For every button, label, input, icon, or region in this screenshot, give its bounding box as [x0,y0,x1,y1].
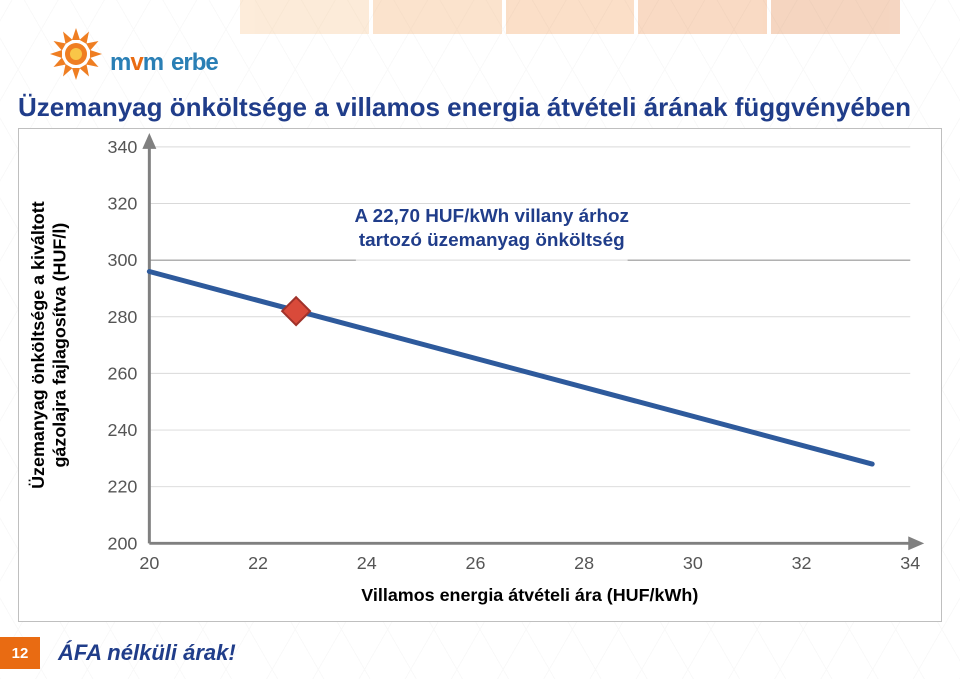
svg-text:20: 20 [139,553,159,573]
chart-container: 20 22 24 26 28 30 32 34 200 220 240 260 280 300 320 340… [18,128,942,622]
svg-text:200: 200 [108,533,138,553]
svg-text:Üzemanyag önköltsége a kiválto: Üzemanyag önköltsége a kiváltott [28,201,48,489]
svg-text:220: 220 [108,477,138,497]
line-chart: 20 22 24 26 28 30 32 34 200 220 240 260 280 300 320 340… [19,129,941,621]
svg-text:30: 30 [683,553,703,573]
slide-title: Üzemanyag önköltsége a villamos energia … [18,92,911,123]
footer-note: ÁFA nélküli árak! [58,640,236,666]
svg-text:340: 340 [108,137,138,157]
svg-text:A 22,70 HUF/kWh villany árhoz: A 22,70 HUF/kWh villany árhoz [354,206,629,227]
svg-text:32: 32 [792,553,812,573]
top-color-bars [240,0,900,34]
sun-icon [48,26,104,82]
svg-text:260: 260 [108,363,138,383]
logo: mvm erbe [48,26,218,82]
svg-text:34: 34 [900,553,920,573]
svg-text:gázolajra fajlagosítva (HUF/l): gázolajra fajlagosítva (HUF/l) [50,223,70,468]
footer: 12 ÁFA nélküli árak! [0,637,236,669]
svg-text:320: 320 [108,194,138,214]
svg-text:26: 26 [465,553,485,573]
svg-text:300: 300 [108,250,138,270]
slide: mvm erbe Üzemanyag önköltsége a villamos… [0,0,960,679]
svg-text:Villamos energia átvételi ára: Villamos energia átvételi ára (HUF/kWh) [361,585,698,605]
logo-text: mvm erbe [110,49,218,77]
svg-text:28: 28 [574,553,594,573]
svg-text:24: 24 [357,553,377,573]
svg-text:280: 280 [108,307,138,327]
svg-text:240: 240 [108,420,138,440]
svg-text:tartozó üzemanyag önköltség: tartozó üzemanyag önköltség [359,230,625,251]
page-number: 12 [0,637,40,669]
svg-text:22: 22 [248,553,268,573]
